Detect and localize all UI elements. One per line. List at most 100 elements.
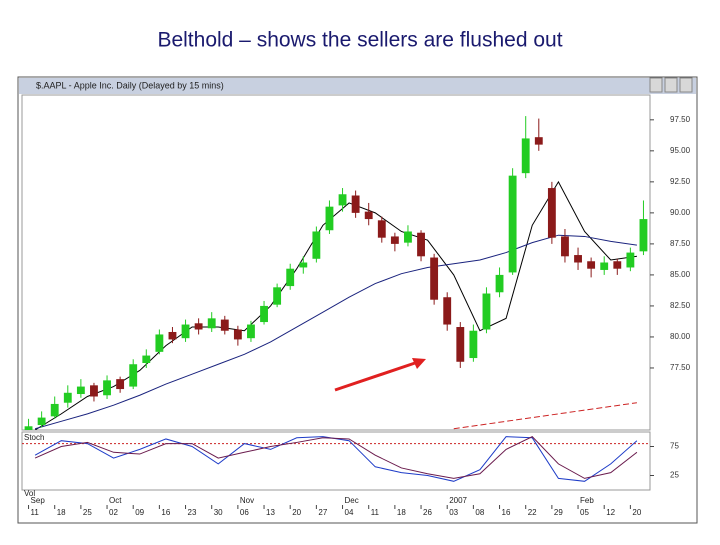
candle-body (495, 274, 504, 293)
x-tick-label: 09 (135, 508, 144, 517)
window-button[interactable] (679, 77, 693, 93)
candle-body (63, 392, 72, 403)
stoch-line (34, 436, 638, 479)
month-label: Sep (31, 496, 46, 505)
x-tick-label: 16 (161, 508, 170, 517)
x-tick-label: 05 (580, 508, 589, 517)
x-tick-label: 06 (240, 508, 249, 517)
candle-body (377, 220, 386, 238)
candle-body (587, 261, 596, 269)
month-label: 2007 (449, 496, 467, 505)
x-tick-label: 02 (109, 508, 118, 517)
x-tick-label: 18 (57, 508, 66, 517)
candle-body (364, 211, 373, 220)
candle-body (50, 403, 59, 417)
moving-average (34, 234, 637, 430)
candle-body (547, 188, 556, 238)
candle-body (168, 331, 177, 340)
arrowhead (412, 358, 426, 369)
arrow (334, 360, 419, 392)
candle-body (534, 137, 543, 145)
stoch-label: Stoch (24, 433, 44, 442)
candle-body (181, 324, 190, 339)
candle-body (90, 385, 98, 397)
candle-body (351, 195, 360, 213)
candle-body (561, 236, 569, 257)
candle-body (456, 327, 465, 362)
window-button[interactable] (664, 77, 678, 93)
month-label: Dec (345, 496, 359, 505)
candle-body (103, 380, 111, 396)
candle-body (404, 231, 412, 243)
x-tick-label: 03 (449, 508, 458, 517)
y-tick-label: 77.50 (670, 363, 691, 372)
x-tick-label: 11 (31, 508, 40, 517)
x-tick-label: 18 (397, 508, 406, 517)
x-tick-label: 13 (266, 508, 275, 517)
candle-body (482, 293, 491, 330)
x-tick-label: 30 (214, 508, 223, 517)
y-tick-label: 82.50 (670, 301, 691, 310)
candle-body (521, 138, 530, 174)
y-tick-label: 75 (670, 442, 679, 451)
candle-body (260, 305, 268, 323)
x-tick-label: 27 (318, 508, 327, 517)
y-tick-label: 90.00 (670, 208, 691, 217)
candle-body (155, 334, 164, 352)
candle-body (639, 219, 648, 252)
candle-body (194, 323, 203, 330)
x-tick-label: 04 (345, 508, 354, 517)
x-tick-label: 26 (423, 508, 432, 517)
title-bar (19, 78, 696, 94)
candle-body (76, 386, 85, 395)
x-tick-label: 25 (83, 508, 92, 517)
candle-body (574, 255, 582, 263)
price-panel (21, 94, 651, 431)
candle-body (233, 329, 242, 340)
moving-average (453, 402, 637, 430)
candle-body (142, 355, 151, 363)
x-tick-label: 08 (475, 508, 484, 517)
stoch-panel (21, 431, 651, 491)
month-label: Feb (580, 496, 594, 505)
candle-body (613, 261, 622, 269)
candle-body (325, 206, 334, 231)
y-tick-label: 97.50 (670, 115, 691, 124)
candle-body (116, 379, 125, 390)
candle-body (312, 231, 321, 259)
x-tick-label: 20 (292, 508, 301, 517)
window-button[interactable] (649, 77, 663, 93)
candle-body (273, 287, 282, 305)
candle-body (600, 262, 609, 270)
candle-body (469, 330, 478, 359)
slide-title: Belthold – shows the sellers are flushed… (157, 29, 562, 52)
candle-body (390, 236, 399, 244)
x-tick-label: 20 (632, 508, 641, 517)
candle-body (220, 319, 229, 331)
candle-body (37, 417, 46, 426)
x-tick-label: 11 (371, 508, 380, 517)
y-tick-label: 25 (670, 471, 679, 480)
candle-body (430, 257, 439, 300)
candle-body (207, 318, 216, 329)
y-tick-label: 92.50 (670, 177, 691, 186)
price-plot (24, 116, 648, 430)
chart-title: $.AAPL - Apple Inc. Daily (Delayed by 15… (36, 80, 224, 90)
volume-label: Vol (24, 489, 35, 498)
x-tick-label: 22 (528, 508, 537, 517)
month-label: Oct (109, 496, 122, 505)
x-tick-label: 23 (188, 508, 197, 517)
x-tick-label: 29 (554, 508, 563, 517)
candle-body (626, 252, 635, 268)
candle-body (417, 232, 425, 257)
candle-body (247, 324, 255, 339)
month-label: Nov (240, 496, 254, 505)
candle-body (299, 262, 308, 268)
candle-body (129, 364, 138, 387)
candle-body (286, 268, 295, 287)
candle-body (443, 297, 452, 325)
candle-body (508, 175, 517, 273)
x-tick-label: 12 (606, 508, 615, 517)
candle-body (24, 426, 33, 430)
